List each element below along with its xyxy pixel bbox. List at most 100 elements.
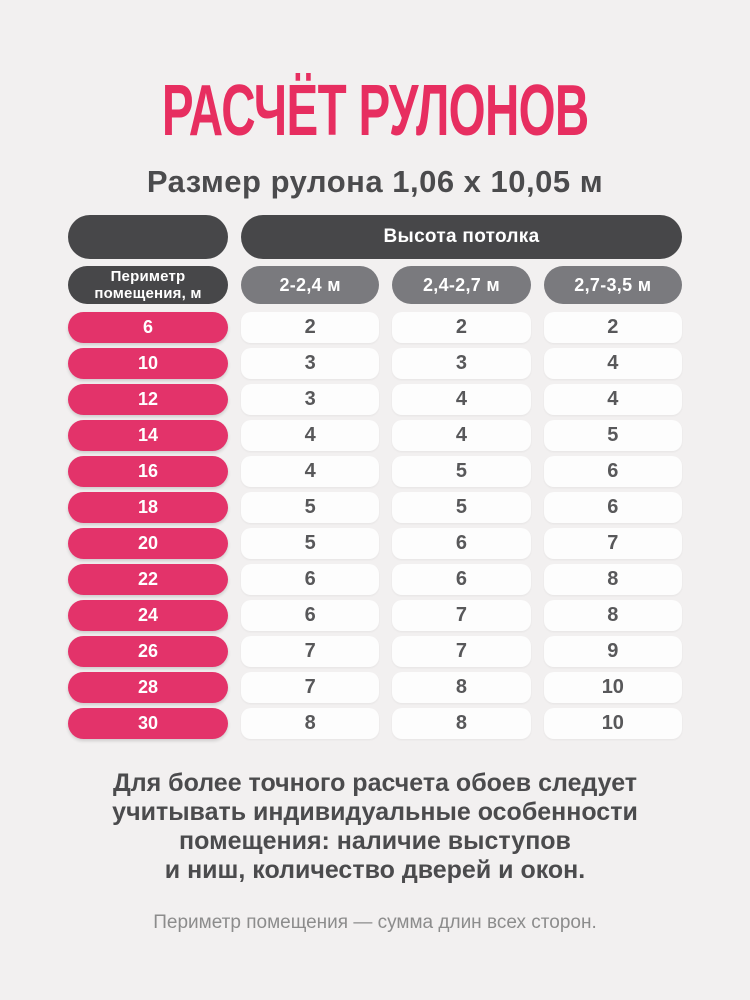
rolls-count-cell: 8 bbox=[241, 708, 380, 739]
rolls-count-value: 5 bbox=[304, 532, 316, 554]
table-row: 18 5 5 6 bbox=[68, 492, 682, 523]
rolls-count-value: 8 bbox=[607, 604, 619, 626]
table-body: 6 2 2 2 10 3 3 4 12 3 4 bbox=[68, 312, 682, 739]
rolls-count-value: 4 bbox=[455, 388, 468, 410]
rolls-count-value: 8 bbox=[607, 568, 619, 590]
rolls-count-value: 7 bbox=[304, 640, 316, 662]
ceiling-height-header-label: Высота потолка bbox=[383, 226, 540, 247]
rolls-count-cell: 4 bbox=[392, 420, 531, 451]
rolls-count-cell: 7 bbox=[241, 636, 380, 667]
perimeter-cell: 10 bbox=[68, 348, 228, 379]
perimeter-header-line1: Периметр bbox=[110, 268, 186, 285]
perimeter-header-line2: помещения, м bbox=[94, 285, 202, 302]
corner-pill bbox=[68, 215, 228, 259]
rolls-count-value: 2 bbox=[304, 316, 316, 338]
rolls-count-value: 10 bbox=[601, 712, 624, 734]
rolls-count-value: 6 bbox=[455, 532, 468, 554]
rolls-count-value: 4 bbox=[304, 460, 316, 482]
column-header-2-7-3-5: 2,7-3,5 м bbox=[543, 266, 682, 304]
rolls-count-value: 7 bbox=[455, 640, 468, 662]
table-row: 14 4 4 5 bbox=[68, 420, 682, 451]
rolls-count-cell: 5 bbox=[241, 528, 380, 559]
rolls-count-value: 6 bbox=[607, 460, 619, 482]
footer-note: Для более точного расчета обоев следует … bbox=[55, 769, 695, 885]
perimeter-cell: 16 bbox=[68, 456, 228, 487]
rolls-count-cell: 6 bbox=[543, 492, 682, 523]
rolls-count-cell: 7 bbox=[543, 528, 682, 559]
perimeter-cell: 12 bbox=[68, 384, 228, 415]
rolls-count-cell: 5 bbox=[392, 492, 531, 523]
rolls-count-cell: 3 bbox=[392, 348, 531, 379]
table-row: 26 7 7 9 bbox=[68, 636, 682, 667]
rolls-count-value: 8 bbox=[455, 712, 468, 734]
rolls-count-value: 3 bbox=[304, 352, 316, 374]
rolls-count-value: 5 bbox=[455, 496, 468, 518]
rolls-count-cell: 5 bbox=[543, 420, 682, 451]
perimeter-value: 30 bbox=[137, 713, 159, 733]
rolls-count-cell: 6 bbox=[392, 528, 531, 559]
perimeter-cell: 30 bbox=[68, 708, 228, 739]
table-row: 20 5 6 7 bbox=[68, 528, 682, 559]
rolls-count-value: 6 bbox=[607, 496, 619, 518]
rolls-table: Высота потолка Периметр помещения, м 2-2… bbox=[68, 215, 682, 739]
perimeter-cell: 14 bbox=[68, 420, 228, 451]
perimeter-value: 18 bbox=[137, 497, 159, 517]
rolls-count-value: 5 bbox=[304, 496, 316, 518]
table-header-columns-row: Периметр помещения, м 2-2,4 м 2,4-2,7 м … bbox=[68, 266, 682, 304]
rolls-count-cell: 4 bbox=[392, 384, 531, 415]
rolls-count-cell: 7 bbox=[392, 600, 531, 631]
perimeter-value: 20 bbox=[137, 533, 159, 553]
rolls-count-value: 4 bbox=[607, 352, 619, 374]
rolls-count-cell: 4 bbox=[241, 420, 380, 451]
rolls-count-cell: 7 bbox=[241, 672, 380, 703]
perimeter-header: Периметр помещения, м bbox=[68, 266, 228, 304]
column-header-2-4-2-7: 2,4-2,7 м bbox=[392, 266, 531, 304]
table-row: 30 8 8 10 bbox=[68, 708, 682, 739]
rolls-count-value: 8 bbox=[455, 676, 468, 698]
rolls-count-cell: 8 bbox=[543, 564, 682, 595]
perimeter-cell: 20 bbox=[68, 528, 228, 559]
page-title: РАСЧЁТ РУЛОНОВ bbox=[0, 0, 750, 148]
rolls-count-cell: 4 bbox=[543, 384, 682, 415]
rolls-count-value: 4 bbox=[304, 424, 316, 446]
footer-note-line: учитывать индивидуальные особенности bbox=[112, 798, 638, 826]
rolls-count-value: 4 bbox=[607, 388, 619, 410]
perimeter-value: 22 bbox=[137, 569, 159, 589]
table-row: 10 3 3 4 bbox=[68, 348, 682, 379]
footer-note-line: помещения: наличие выступов bbox=[179, 827, 571, 855]
rolls-count-cell: 4 bbox=[543, 348, 682, 379]
rolls-count-cell: 10 bbox=[543, 672, 682, 703]
table-row: 28 7 8 10 bbox=[68, 672, 682, 703]
rolls-count-cell: 3 bbox=[241, 384, 380, 415]
ceiling-height-header: Высота потолка bbox=[241, 215, 682, 259]
perimeter-cell: 18 bbox=[68, 492, 228, 523]
rolls-count-cell: 8 bbox=[392, 708, 531, 739]
perimeter-value: 14 bbox=[137, 425, 159, 445]
table-header-group-row: Высота потолка bbox=[68, 215, 682, 259]
rolls-count-cell: 2 bbox=[543, 312, 682, 343]
perimeter-value: 6 bbox=[142, 317, 153, 337]
column-header-label: 2,7-3,5 м bbox=[574, 274, 652, 295]
perimeter-value: 26 bbox=[137, 641, 159, 661]
rolls-count-value: 7 bbox=[455, 604, 468, 626]
rolls-count-value: 6 bbox=[455, 568, 468, 590]
perimeter-value: 24 bbox=[137, 605, 159, 625]
rolls-count-value: 6 bbox=[304, 568, 316, 590]
rolls-count-cell: 9 bbox=[543, 636, 682, 667]
rolls-count-cell: 5 bbox=[392, 456, 531, 487]
column-header-2-2-4: 2-2,4 м bbox=[241, 266, 380, 304]
rolls-count-value: 3 bbox=[455, 352, 468, 374]
perimeter-cell: 26 bbox=[68, 636, 228, 667]
table-row: 16 4 5 6 bbox=[68, 456, 682, 487]
rolls-count-value: 6 bbox=[304, 604, 316, 626]
rolls-count-value: 10 bbox=[601, 676, 624, 698]
perimeter-cell: 6 bbox=[68, 312, 228, 343]
rolls-count-value: 7 bbox=[304, 676, 316, 698]
rolls-count-value: 2 bbox=[455, 316, 468, 338]
rolls-count-value: 5 bbox=[455, 460, 468, 482]
rolls-count-cell: 6 bbox=[543, 456, 682, 487]
perimeter-definition: Периметр помещения — сумма длин всех сто… bbox=[153, 912, 597, 933]
rolls-count-value: 3 bbox=[304, 388, 316, 410]
rolls-count-cell: 7 bbox=[392, 636, 531, 667]
